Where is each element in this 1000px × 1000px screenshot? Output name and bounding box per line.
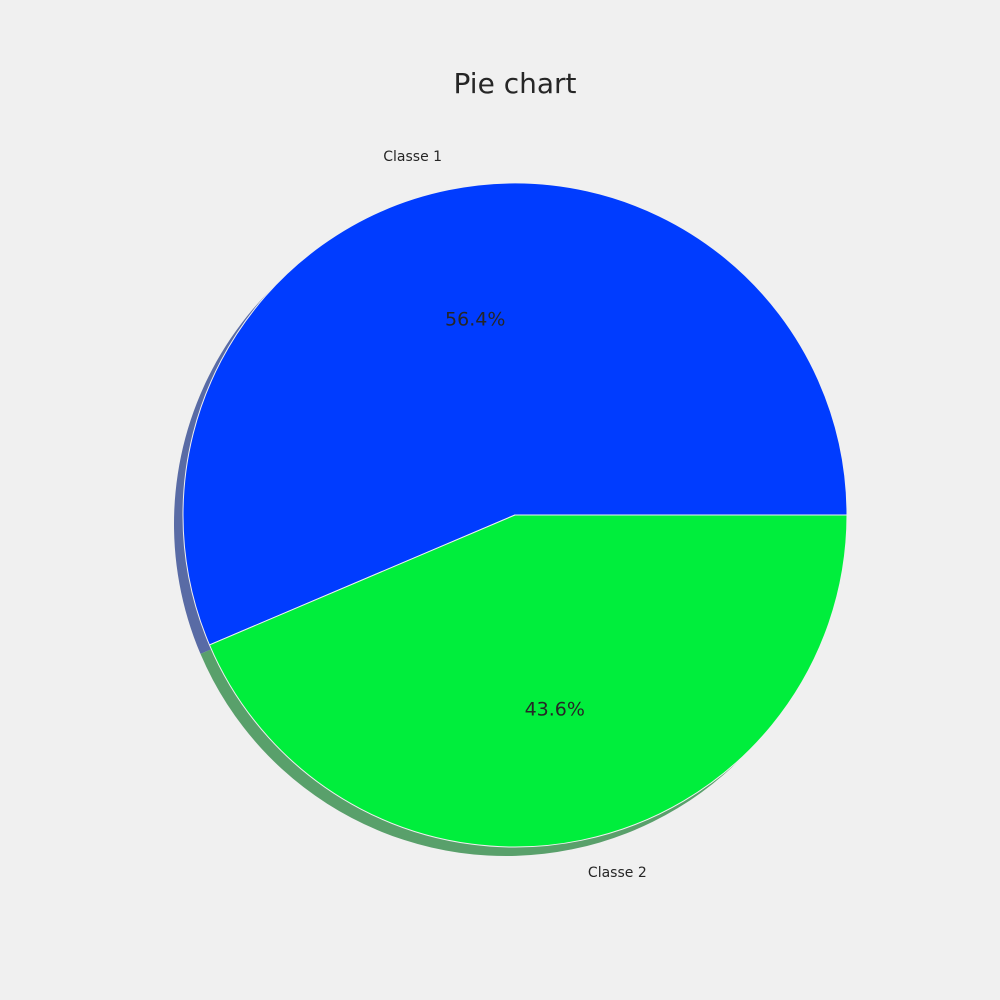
pie-labels: Classe 1 56.4% Classe 2 43.6% xyxy=(383,149,646,881)
pie-slice-1[interactable] xyxy=(182,182,848,646)
pie-slice-2[interactable] xyxy=(208,514,848,848)
chart-title: Pie chart xyxy=(454,67,577,100)
slice-percent-label-1: 56.4% xyxy=(445,308,505,330)
slice-percent-label-2: 43.6% xyxy=(525,699,585,721)
slice-label-1: Classe 1 xyxy=(383,149,442,165)
pie-slices xyxy=(182,182,848,848)
slice-label-2: Classe 2 xyxy=(588,865,647,881)
